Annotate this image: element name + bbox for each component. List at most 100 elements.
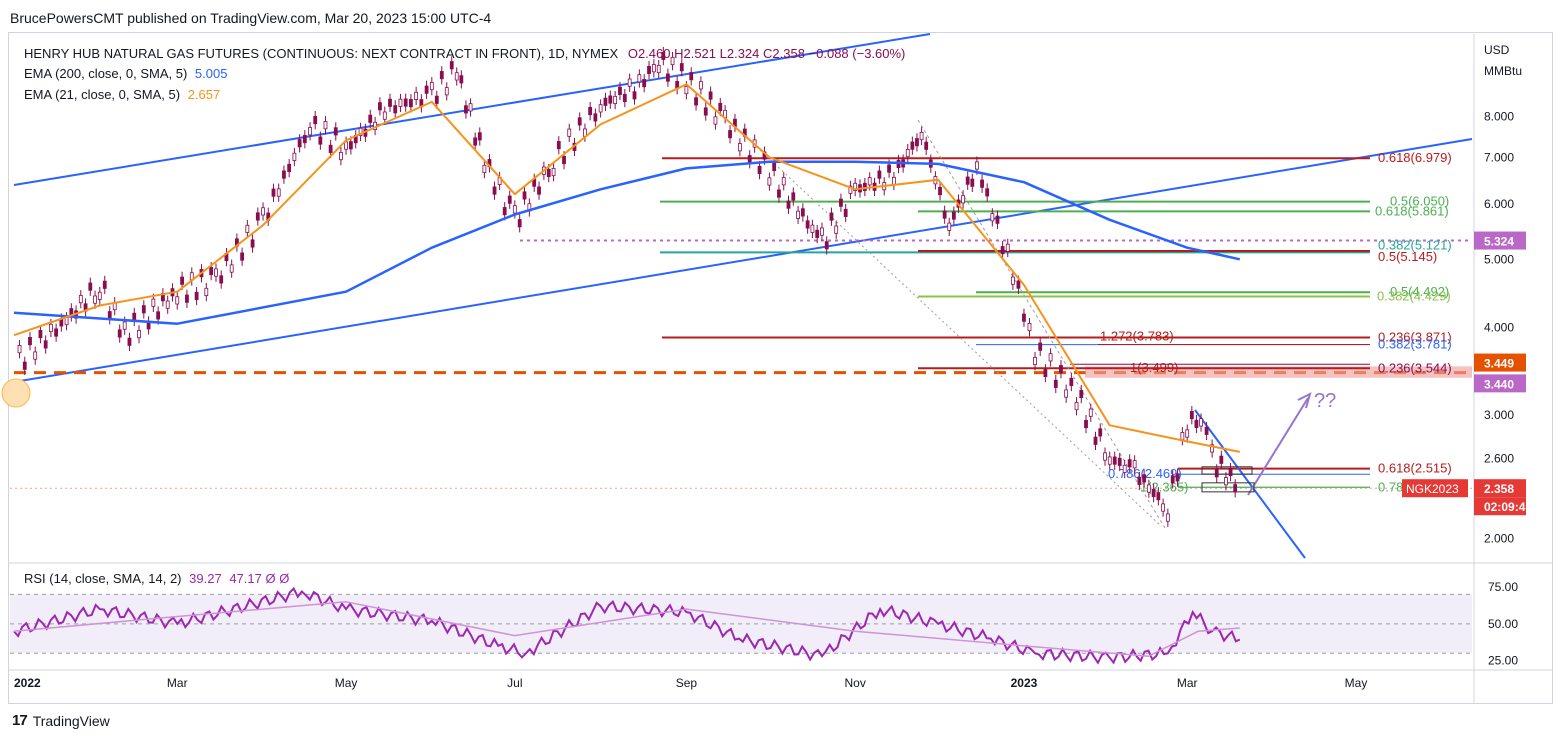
time-tick-label: Mar — [1177, 676, 1198, 690]
candle-body — [403, 98, 408, 107]
candle-body — [424, 85, 429, 94]
guide-line — [917, 119, 1166, 529]
ohlc-values: O2.460 H2.521 L2.324 C2.358 −0.088 (−3.6… — [627, 46, 906, 61]
consolidation-box — [1201, 466, 1253, 475]
candle-body — [862, 182, 867, 191]
candle-body — [1098, 428, 1103, 437]
rsi-lower-value: Ø — [279, 571, 290, 586]
candle-body — [593, 113, 598, 122]
candle-body — [1142, 474, 1147, 483]
candle-body — [229, 264, 234, 273]
candle-body — [388, 98, 392, 107]
candle-body — [434, 95, 439, 104]
ema200-legend[interactable]: EMA (200, close, 0, SMA, 5) 5.005 — [24, 66, 227, 81]
candle-body — [358, 127, 363, 136]
candle-body — [1093, 436, 1098, 445]
symbol-legend-row: HENRY HUB NATURAL GAS FUTURES (CONTINUOU… — [24, 46, 905, 61]
symbol-title[interactable]: HENRY HUB NATURAL GAS FUTURES (CONTINUOU… — [24, 46, 619, 61]
candle-body — [1107, 456, 1112, 465]
candle-body — [919, 132, 924, 141]
candle-body — [156, 311, 161, 320]
candle-body — [1122, 464, 1127, 473]
y-axis-unit-label: USD — [1484, 43, 1510, 57]
candle-body — [562, 156, 566, 165]
candle-body — [938, 187, 942, 196]
candle-body — [398, 98, 403, 107]
candle-body — [1146, 484, 1151, 493]
candle-body — [1137, 476, 1142, 485]
target-zone — [1085, 366, 1472, 378]
candle-body — [642, 79, 647, 88]
ema21-value: 2.657 — [187, 87, 221, 102]
fib-level-label: 0.382(4.429) — [1377, 289, 1451, 304]
candle-body — [1103, 452, 1107, 461]
rsi-line — [13, 586, 1241, 665]
price-tag-label: 2.358 — [1484, 482, 1514, 496]
publisher-header: BrucePowersCMT published on TradingView.… — [10, 10, 492, 26]
candle-body — [348, 141, 353, 150]
candle-body — [747, 155, 752, 164]
candle-body — [1005, 243, 1010, 252]
candle-body — [297, 139, 302, 148]
candle-body — [117, 329, 122, 338]
candle-body — [492, 186, 497, 195]
candle-body — [1156, 492, 1161, 501]
price-tag-label: 5.324 — [1484, 235, 1514, 249]
candle-body — [64, 317, 69, 326]
candle-body — [829, 212, 834, 221]
candle-body — [302, 135, 307, 144]
symbol-tag-bg — [1402, 479, 1468, 498]
candle-body — [339, 152, 343, 161]
candle-body — [985, 188, 990, 197]
candle-body — [255, 212, 260, 221]
candle-body — [708, 91, 713, 100]
symbol-tag-label: NGK2023 — [1406, 482, 1459, 496]
candle-body — [43, 340, 48, 349]
candle-body — [219, 275, 224, 284]
candle-body — [1117, 457, 1122, 466]
fib-level-label: 0.236(3.871) — [1378, 329, 1452, 344]
candle-body — [666, 73, 670, 82]
candle-body — [805, 220, 810, 229]
candle-body — [1074, 402, 1079, 411]
price-tag-bg — [1474, 374, 1526, 393]
price-tick-label: 5.000 — [1484, 253, 1514, 267]
candle-body — [848, 185, 853, 194]
candle-body — [502, 207, 507, 216]
candle-body — [877, 170, 882, 179]
candle-body — [132, 312, 137, 321]
candle-body — [22, 361, 27, 370]
price-tag-label: 02:09:41 — [1484, 500, 1532, 514]
candle-body — [627, 78, 632, 87]
candle-body — [951, 211, 956, 220]
ema21-legend[interactable]: EMA (21, close, 0, SMA, 5) 2.657 — [24, 87, 220, 102]
candle-body — [28, 337, 32, 346]
rsi-tick-label: 50.00 — [1488, 617, 1518, 631]
candle-body — [1033, 356, 1037, 366]
candle-body — [1194, 419, 1199, 428]
tradingview-footer[interactable]: 17 TradingView — [12, 712, 110, 729]
candle-body — [414, 91, 419, 100]
candle-body — [180, 276, 184, 285]
candle-body — [703, 107, 708, 116]
annotation-question: ?? — [1314, 390, 1336, 412]
candle-body — [965, 176, 970, 185]
candle-body — [88, 282, 93, 291]
rsi-legend[interactable]: RSI (14, close, SMA, 14, 2) 39.27 47.17 … — [24, 571, 289, 586]
candle-body — [1204, 426, 1209, 435]
price-tag-label: 3.440 — [1484, 377, 1514, 391]
fib-level-label: 0.382(5.121) — [1378, 237, 1452, 252]
candle-body — [791, 192, 796, 201]
candle-body — [718, 102, 723, 111]
candle-body — [1053, 379, 1058, 388]
fib-level-label: 0.618(5.861) — [1375, 203, 1449, 218]
candle-body — [1199, 418, 1203, 427]
rsi-upper-value: Ø — [265, 571, 276, 586]
candle-body — [947, 222, 952, 231]
candle-body — [887, 164, 891, 173]
ema200-value: 5.005 — [194, 66, 228, 81]
candle-body — [853, 182, 858, 192]
candle-body — [1165, 513, 1170, 522]
candle-body — [961, 195, 965, 204]
